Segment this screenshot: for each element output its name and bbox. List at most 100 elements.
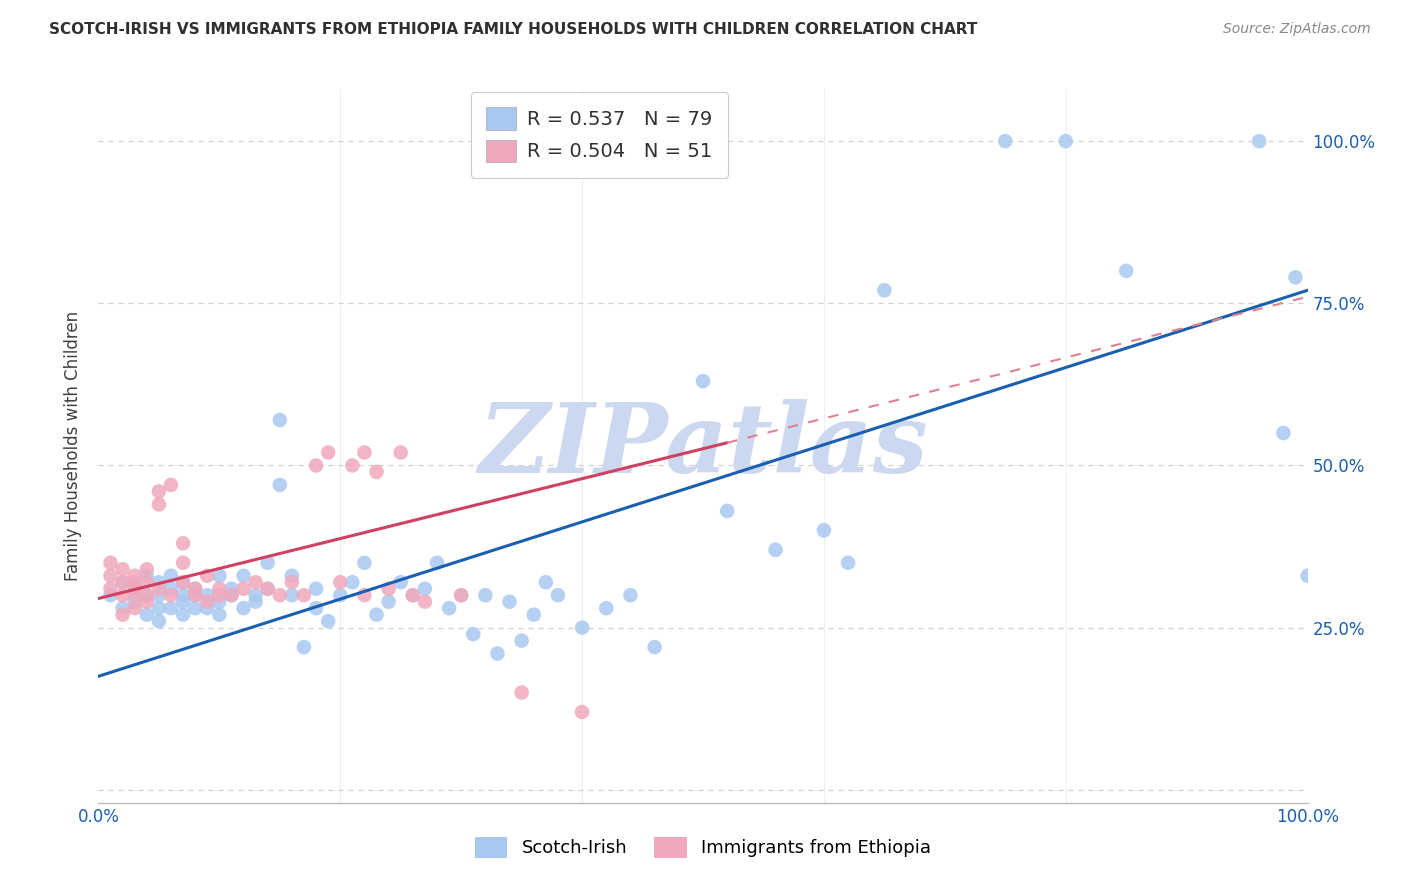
Point — [716, 504, 738, 518]
Point — [184, 582, 207, 596]
Point — [366, 465, 388, 479]
Point — [498, 595, 520, 609]
Point — [316, 614, 339, 628]
Point — [316, 445, 339, 459]
Point — [124, 595, 146, 609]
Point — [160, 582, 183, 596]
Point — [124, 588, 146, 602]
Point — [148, 575, 170, 590]
Point — [353, 445, 375, 459]
Text: Source: ZipAtlas.com: Source: ZipAtlas.com — [1223, 22, 1371, 37]
Point — [292, 640, 315, 654]
Point — [1115, 264, 1137, 278]
Point — [184, 588, 207, 602]
Point — [135, 575, 157, 590]
Point — [148, 614, 170, 628]
Point — [765, 542, 787, 557]
Point — [510, 685, 533, 699]
Point — [571, 705, 593, 719]
Point — [256, 582, 278, 596]
Point — [402, 588, 425, 602]
Point — [160, 478, 183, 492]
Point — [245, 588, 267, 602]
Point — [837, 556, 859, 570]
Point — [100, 588, 122, 602]
Point — [111, 601, 134, 615]
Point — [402, 588, 425, 602]
Point — [124, 575, 146, 590]
Point — [377, 582, 399, 596]
Point — [208, 607, 231, 622]
Point — [329, 588, 352, 602]
Point — [124, 582, 146, 596]
Point — [994, 134, 1017, 148]
Point — [595, 601, 617, 615]
Point — [692, 374, 714, 388]
Point — [221, 588, 243, 602]
Point — [426, 556, 449, 570]
Point — [111, 575, 134, 590]
Point — [172, 575, 194, 590]
Point — [1272, 425, 1295, 440]
Point — [873, 283, 896, 297]
Point — [232, 601, 254, 615]
Point — [305, 582, 328, 596]
Point — [281, 575, 304, 590]
Point — [450, 588, 472, 602]
Point — [377, 595, 399, 609]
Point — [111, 562, 134, 576]
Point — [172, 575, 194, 590]
Point — [160, 588, 183, 602]
Point — [534, 575, 557, 590]
Point — [172, 595, 194, 609]
Point — [232, 568, 254, 582]
Point — [148, 484, 170, 499]
Point — [437, 601, 460, 615]
Point — [100, 568, 122, 582]
Point — [124, 601, 146, 615]
Point — [135, 588, 157, 602]
Point — [1249, 134, 1271, 148]
Point — [100, 582, 122, 596]
Point — [160, 601, 183, 615]
Point — [195, 568, 218, 582]
Point — [281, 588, 304, 602]
Point — [305, 458, 328, 473]
Point — [111, 607, 134, 622]
Text: SCOTCH-IRISH VS IMMIGRANTS FROM ETHIOPIA FAMILY HOUSEHOLDS WITH CHILDREN CORRELA: SCOTCH-IRISH VS IMMIGRANTS FROM ETHIOPIA… — [49, 22, 977, 37]
Point — [450, 588, 472, 602]
Point — [366, 607, 388, 622]
Point — [342, 458, 364, 473]
Point — [135, 595, 157, 609]
Point — [135, 607, 157, 622]
Point — [195, 588, 218, 602]
Point — [135, 568, 157, 582]
Point — [269, 478, 291, 492]
Point — [256, 582, 278, 596]
Point — [111, 575, 134, 590]
Point — [510, 633, 533, 648]
Point — [305, 601, 328, 615]
Point — [547, 588, 569, 602]
Point — [232, 582, 254, 596]
Point — [1054, 134, 1077, 148]
Point — [221, 582, 243, 596]
Point — [342, 575, 364, 590]
Point — [329, 575, 352, 590]
Point — [644, 640, 666, 654]
Point — [172, 536, 194, 550]
Point — [160, 568, 183, 582]
Point — [195, 601, 218, 615]
Text: ZIPatlas: ZIPatlas — [478, 399, 928, 493]
Point — [463, 627, 485, 641]
Point — [111, 588, 134, 602]
Point — [619, 588, 641, 602]
Point — [353, 588, 375, 602]
Point — [1284, 270, 1306, 285]
Point — [389, 575, 412, 590]
Point — [813, 524, 835, 538]
Point — [208, 582, 231, 596]
Point — [148, 588, 170, 602]
Point — [195, 595, 218, 609]
Point — [172, 556, 194, 570]
